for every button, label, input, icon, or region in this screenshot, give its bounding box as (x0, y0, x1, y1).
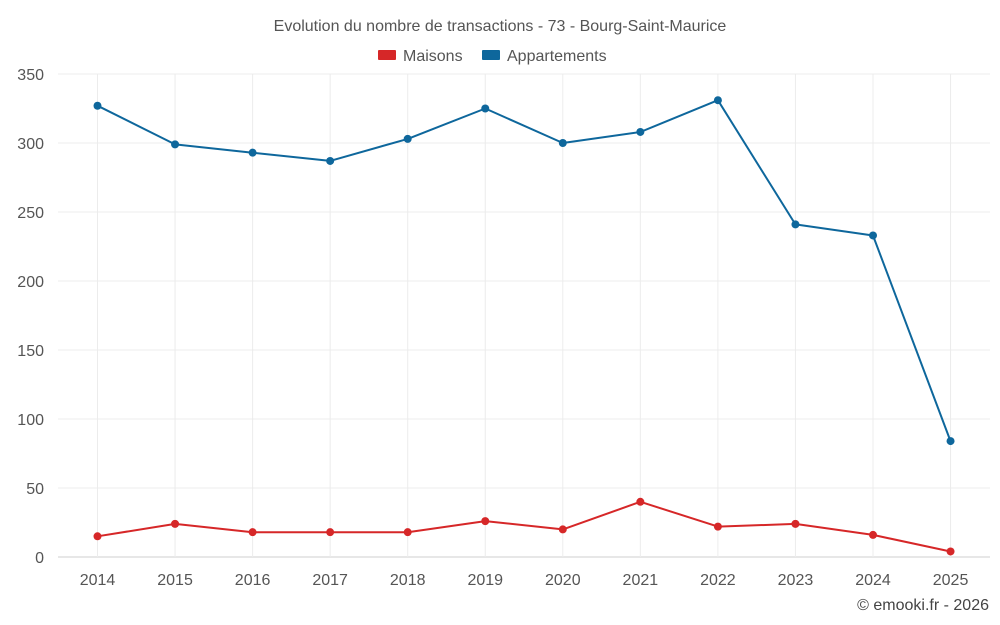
legend-label-maisons: Maisons (403, 48, 463, 65)
data-point-maisons[interactable] (326, 528, 335, 537)
series-line-maisons (97, 500, 951, 553)
x-tick-label: 2015 (157, 572, 193, 589)
legend-swatch-maisons (378, 50, 396, 60)
y-tick-label: 0 (35, 550, 44, 567)
data-point-appartements[interactable] (791, 220, 800, 229)
data-point-appartements[interactable] (171, 140, 180, 149)
data-point-appartements[interactable] (93, 101, 102, 110)
y-axis: 0 50 100 150 200 250 300 350 (17, 67, 44, 567)
data-point-appartements[interactable] (403, 134, 412, 143)
x-tick-label: 2023 (778, 572, 814, 589)
credit: © emooki.fr - 2026 (857, 597, 989, 614)
data-point-appartements[interactable] (326, 156, 335, 165)
x-tick-label: 2020 (545, 572, 581, 589)
series-layer (93, 96, 955, 556)
data-point-appartements[interactable] (636, 127, 645, 136)
data-point-maisons[interactable] (403, 528, 412, 537)
chart-title: Evolution du nombre de transactions - 73… (274, 18, 727, 35)
data-point-maisons[interactable] (171, 519, 180, 528)
x-tick-label: 2024 (855, 572, 891, 589)
y-tick-label: 100 (17, 412, 44, 429)
x-tick-label: 2025 (933, 572, 969, 589)
y-tick-label: 50 (26, 481, 44, 498)
data-point-appartements[interactable] (558, 139, 567, 147)
data-point-maisons[interactable] (946, 547, 955, 556)
data-point-appartements[interactable] (248, 148, 257, 157)
y-tick-label: 350 (17, 67, 44, 84)
legend-item-appartements[interactable]: Appartements (482, 48, 607, 65)
data-point-appartements[interactable] (713, 96, 722, 105)
data-point-appartements[interactable] (946, 437, 955, 446)
x-tick-label: 2017 (312, 572, 348, 589)
y-tick-label: 150 (17, 343, 44, 360)
data-point-maisons[interactable] (558, 525, 567, 534)
legend: Maisons Appartements (378, 48, 607, 65)
y-tick-label: 250 (17, 205, 44, 222)
x-tick-label: 2019 (467, 572, 503, 589)
data-point-maisons[interactable] (713, 522, 722, 531)
data-point-maisons[interactable] (93, 532, 102, 541)
data-point-maisons[interactable] (481, 517, 490, 526)
x-tick-label: 2021 (623, 572, 659, 589)
series-line-appartements (97, 99, 952, 442)
data-point-maisons[interactable] (791, 519, 800, 528)
x-axis: 2014 2015 2016 2017 2018 2019 2020 2021 2022 2023… (80, 572, 969, 589)
data-point-appartements[interactable] (869, 231, 877, 240)
x-tick-label: 2016 (235, 572, 271, 589)
legend-swatch-appartements (482, 50, 500, 60)
x-tick-label: 2014 (80, 572, 116, 589)
x-tick-label: 2018 (390, 572, 426, 589)
data-point-maisons[interactable] (869, 530, 877, 539)
data-point-maisons[interactable] (636, 497, 645, 506)
legend-label-appartements: Appartements (507, 48, 607, 65)
x-tick-label: 2022 (700, 572, 736, 589)
y-tick-label: 300 (17, 136, 44, 153)
y-tick-label: 200 (17, 274, 44, 291)
legend-item-maisons[interactable]: Maisons (378, 48, 463, 65)
data-point-maisons[interactable] (248, 528, 257, 537)
data-point-appartements[interactable] (481, 104, 490, 113)
